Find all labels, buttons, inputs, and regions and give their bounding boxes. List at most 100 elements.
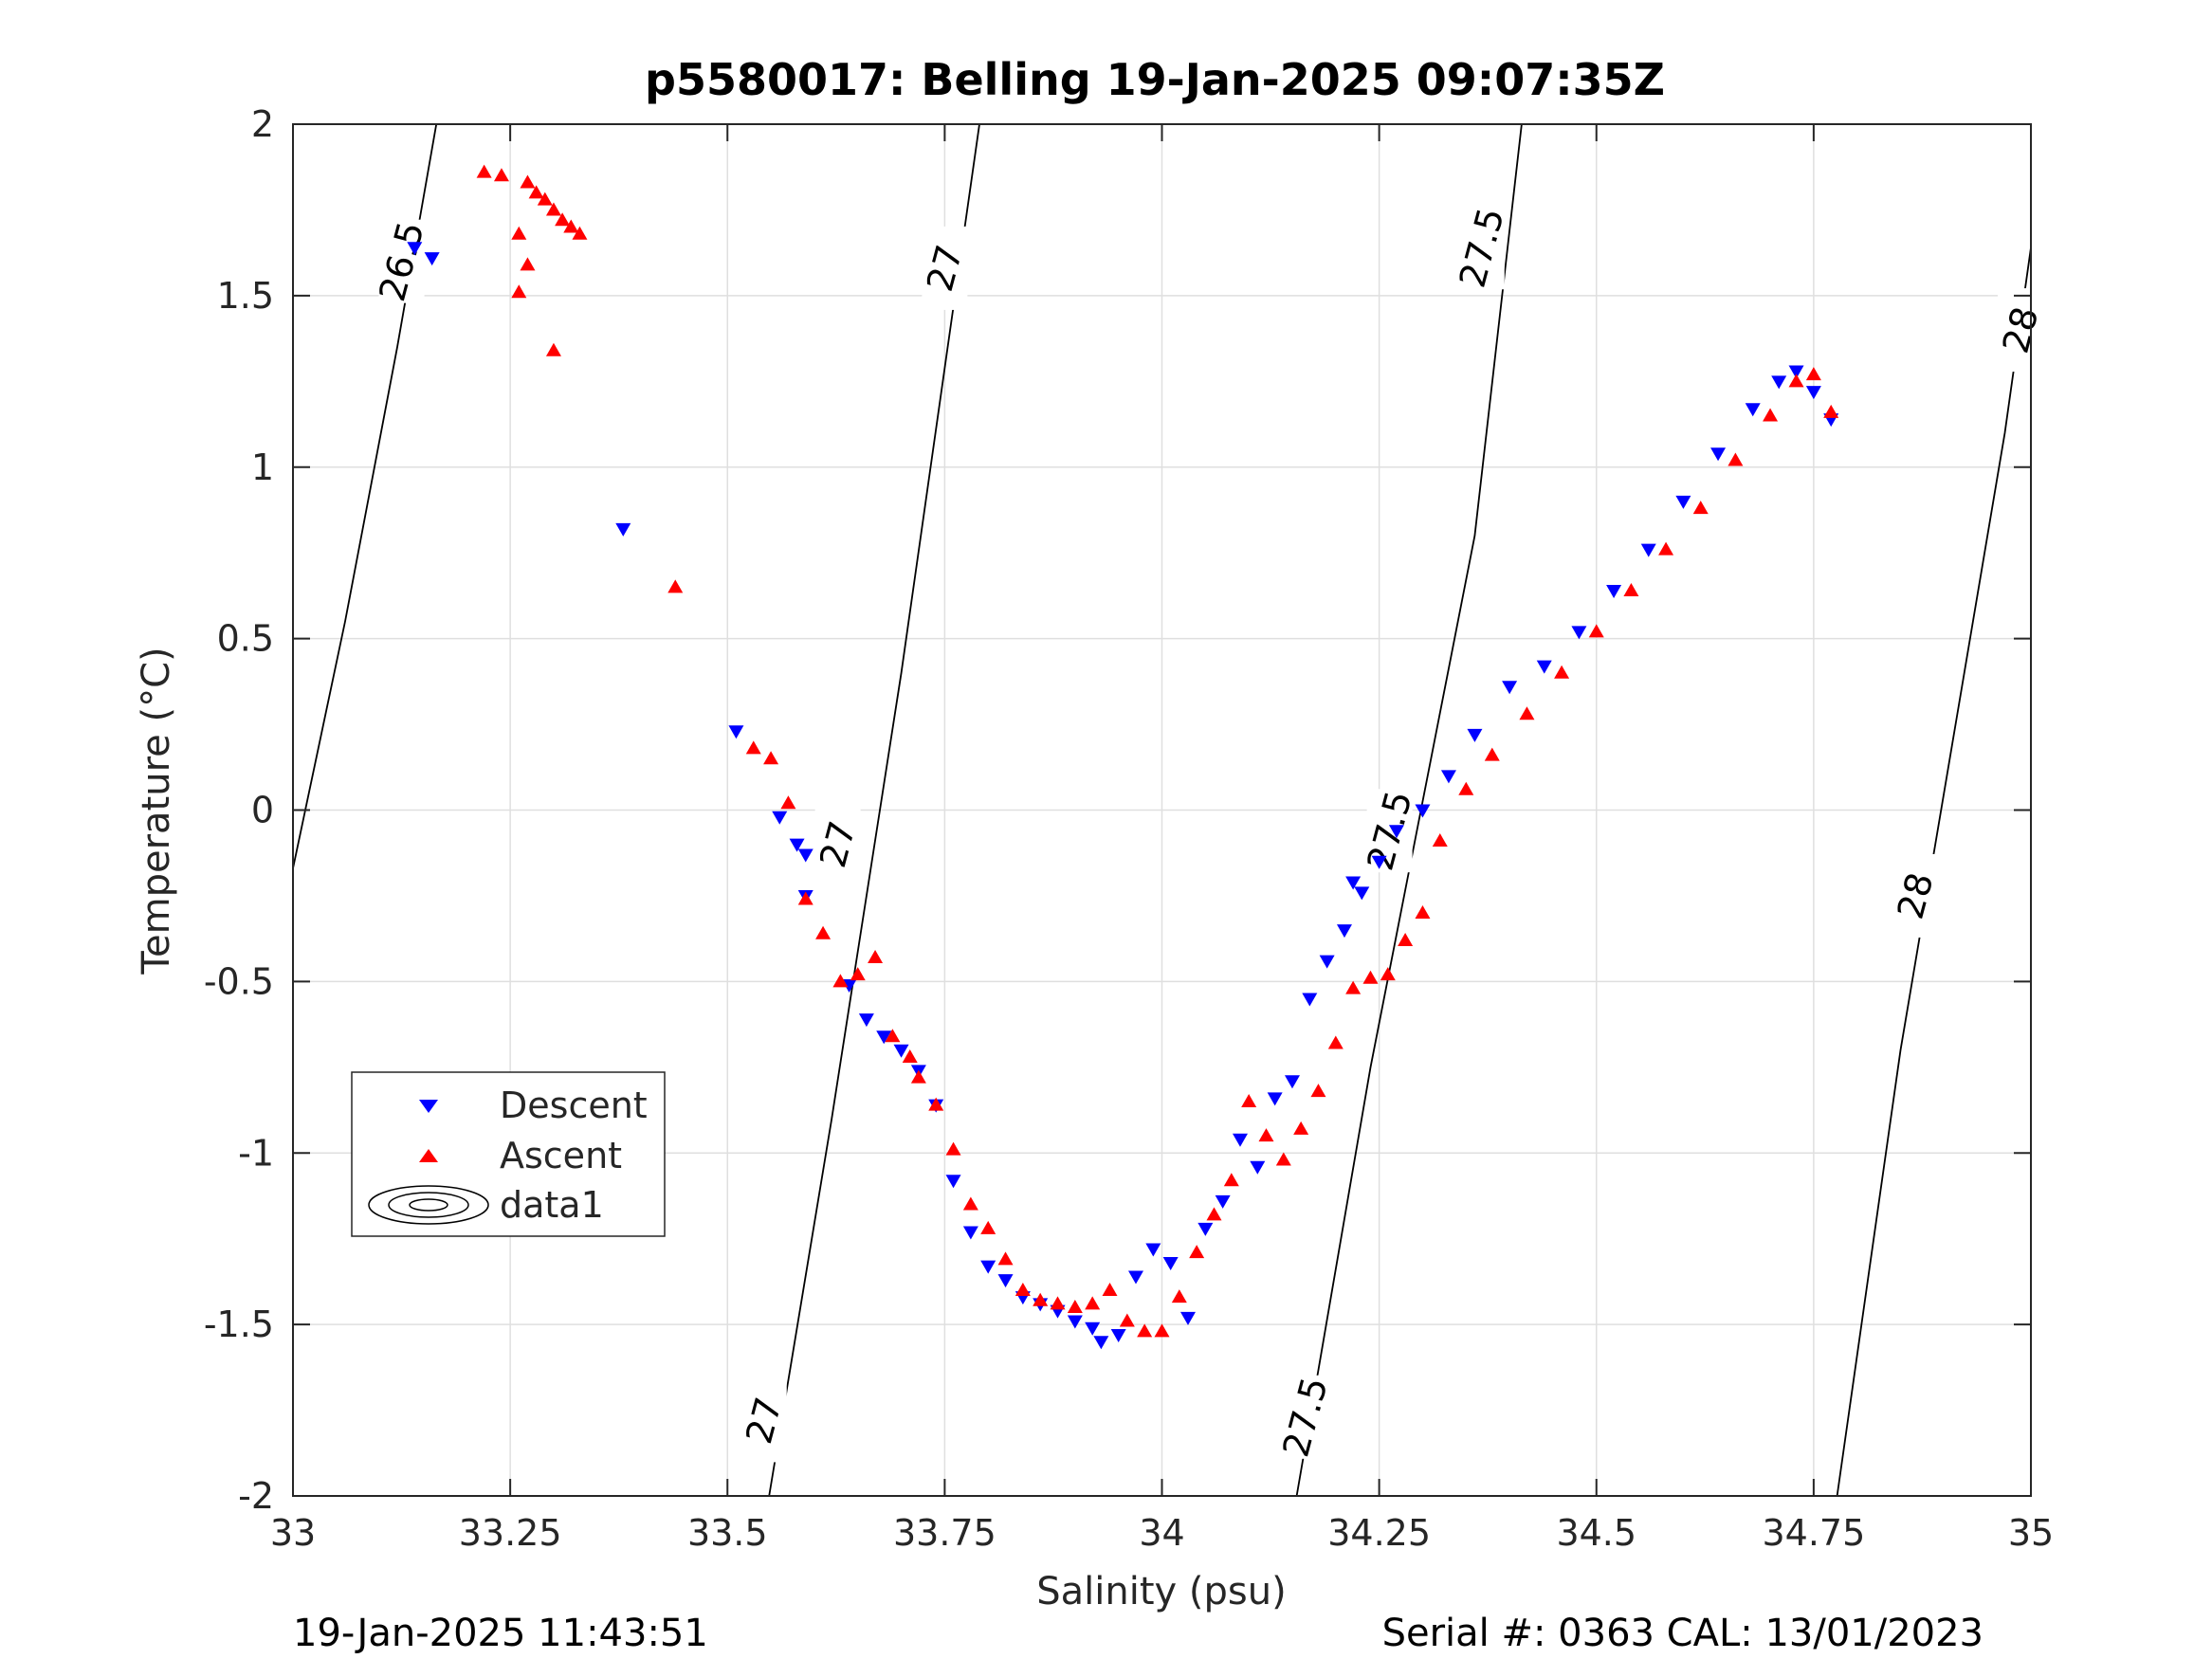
x-tick-label-2: 33.5 xyxy=(687,1512,768,1554)
ascent-point-22 xyxy=(885,1029,901,1043)
legend: Descent Ascent data1 xyxy=(351,1071,666,1237)
ascent-point-17 xyxy=(797,891,814,905)
ascent-point-27 xyxy=(962,1196,978,1211)
ascent-point-5 xyxy=(545,202,561,216)
descent-point-9 xyxy=(858,1013,874,1028)
descent-point-0 xyxy=(407,242,423,256)
y-axis-label: Temperature (°C) xyxy=(135,647,178,975)
legend-entry-ascent: Ascent xyxy=(500,1135,622,1176)
y-tick-label-3: 0.5 xyxy=(217,618,274,660)
ascent-point-48 xyxy=(1327,1035,1344,1049)
y-tick-label-8: -2 xyxy=(238,1475,274,1517)
descent-point-46 xyxy=(1536,660,1552,674)
ascent-point-32 xyxy=(1050,1296,1066,1310)
y-tick-label-7: -1.5 xyxy=(204,1304,274,1345)
descent-point-55 xyxy=(1805,386,1821,400)
x-tick-label-3: 33.75 xyxy=(893,1512,996,1554)
legend-marker-ascent xyxy=(419,1149,438,1162)
chart-title: p5580017: Belling 19-Jan-2025 09:07:35Z xyxy=(645,54,1665,105)
footer-timestamp: 19-Jan-2025 11:43:51 xyxy=(293,1612,708,1655)
descent-point-24 xyxy=(1110,1328,1126,1342)
descent-point-37 xyxy=(1336,924,1352,939)
descent-point-4 xyxy=(772,811,788,825)
descent-point-36 xyxy=(1319,955,1335,969)
descent-point-43 xyxy=(1440,770,1456,784)
ascent-point-7 xyxy=(563,219,579,233)
legend-marker-descent xyxy=(419,1100,438,1113)
descent-point-11 xyxy=(893,1044,909,1058)
contour-label-mask-1-2 xyxy=(922,226,968,310)
descent-point-29 xyxy=(1197,1222,1214,1236)
descent-point-54 xyxy=(1788,365,1804,379)
descent-point-26 xyxy=(1145,1243,1161,1257)
ascent-point-50 xyxy=(1362,970,1379,984)
descent-point-42 xyxy=(1415,804,1431,818)
ascent-point-47 xyxy=(1310,1084,1326,1098)
ascent-point-57 xyxy=(1519,706,1535,720)
legend-contour-icon xyxy=(368,1185,489,1225)
descent-point-44 xyxy=(1467,728,1483,742)
legend-entry-descent: Descent xyxy=(500,1085,648,1126)
descent-point-31 xyxy=(1232,1133,1248,1147)
descent-point-14 xyxy=(945,1175,961,1189)
ascent-point-66 xyxy=(1805,367,1821,381)
ascent-point-24 xyxy=(910,1069,926,1084)
ascent-point-30 xyxy=(1015,1282,1031,1296)
descent-point-34 xyxy=(1284,1075,1300,1089)
descent-point-23 xyxy=(1093,1336,1109,1350)
x-tick-label-7: 34.75 xyxy=(1762,1512,1865,1554)
y-tick-label-6: -1 xyxy=(238,1132,274,1174)
y-tick-label-4: 0 xyxy=(251,790,274,831)
descent-point-48 xyxy=(1606,584,1622,598)
ascent-point-8 xyxy=(572,226,588,240)
contour-line-27 xyxy=(768,123,980,1497)
descent-point-50 xyxy=(1675,495,1691,509)
ascent-point-35 xyxy=(1102,1282,1118,1296)
ascent-point-13 xyxy=(667,579,684,593)
ascent-point-16 xyxy=(780,795,796,810)
ascent-point-65 xyxy=(1788,374,1804,388)
ascent-point-21 xyxy=(868,950,884,964)
x-tick-label-5: 34.25 xyxy=(1327,1512,1431,1554)
ascent-point-4 xyxy=(537,191,553,206)
ascent-point-51 xyxy=(1380,967,1396,981)
descent-point-51 xyxy=(1710,447,1727,462)
ascent-point-38 xyxy=(1154,1323,1170,1338)
ascent-point-11 xyxy=(511,284,527,299)
ascent-point-9 xyxy=(511,226,527,240)
descent-point-5 xyxy=(789,838,805,852)
ascent-point-36 xyxy=(1119,1313,1135,1327)
x-tick-label-6: 34.5 xyxy=(1556,1512,1636,1554)
ascent-point-61 xyxy=(1658,541,1674,556)
ascent-point-42 xyxy=(1223,1173,1239,1187)
descent-point-38 xyxy=(1345,876,1362,890)
ascent-point-44 xyxy=(1258,1128,1274,1142)
descent-point-10 xyxy=(876,1030,892,1045)
descent-point-33 xyxy=(1267,1092,1283,1106)
x-axis-label: Salinity (psu) xyxy=(1036,1570,1286,1613)
descent-point-41 xyxy=(1388,825,1404,839)
x-tick-label-0: 33 xyxy=(270,1512,316,1554)
ascent-point-40 xyxy=(1189,1245,1205,1259)
ascent-point-10 xyxy=(520,257,536,271)
ascent-point-64 xyxy=(1763,408,1779,422)
ascent-point-55 xyxy=(1458,781,1474,795)
x-tick-label-1: 33.25 xyxy=(459,1512,562,1554)
ascent-point-31 xyxy=(1033,1292,1049,1306)
ascent-point-19 xyxy=(832,974,849,988)
ascent-point-49 xyxy=(1345,980,1362,994)
x-tick-label-4: 34 xyxy=(1139,1512,1184,1554)
descent-point-30 xyxy=(1215,1194,1231,1209)
contour-label-mask-1-1 xyxy=(814,802,861,886)
contour-label-mask-3-1 xyxy=(1998,288,2044,373)
ascent-point-23 xyxy=(902,1048,918,1063)
descent-point-53 xyxy=(1771,375,1787,390)
grid-lines xyxy=(293,124,2031,1496)
ascent-point-14 xyxy=(745,740,761,755)
descent-point-3 xyxy=(728,725,744,739)
legend-box xyxy=(351,1071,666,1237)
ascent-point-12 xyxy=(545,342,561,356)
footer-serial-cal: Serial #: 0363 CAL: 13/01/2023 xyxy=(1381,1612,1983,1655)
